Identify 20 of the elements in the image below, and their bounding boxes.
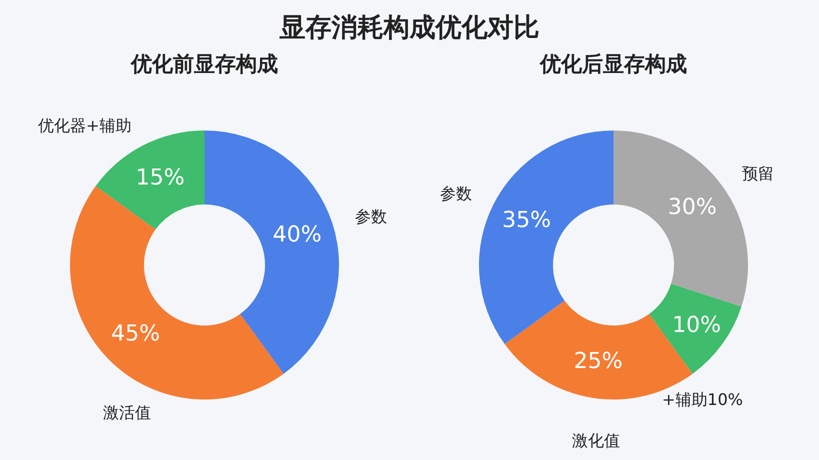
donut-slice xyxy=(479,130,614,344)
data-label: 30% xyxy=(668,195,717,220)
chart-subtitle: 优化前显存构成 xyxy=(130,52,278,76)
slice-label: 激活值 xyxy=(103,403,151,422)
chart-title: 显存消耗构成优化对比 xyxy=(278,12,540,45)
slice-label: 激化值 xyxy=(572,431,620,450)
data-label: 35% xyxy=(502,208,552,234)
data-label: 40% xyxy=(272,222,322,248)
slice-label: 参数 xyxy=(355,207,387,226)
data-label: 25% xyxy=(574,348,623,374)
slice-label: 预留 xyxy=(742,164,774,183)
data-label: 45% xyxy=(111,321,160,346)
donut-slice xyxy=(204,130,339,374)
chart-title: 优化后显存构成 xyxy=(539,52,687,76)
slice-label: 优化器+辅助 xyxy=(38,116,132,135)
data-label: 15% xyxy=(136,166,185,191)
donut-slice xyxy=(649,284,742,374)
slice-label: 参数 xyxy=(440,184,472,203)
slice-label: +辅助10% xyxy=(662,390,743,409)
data-label: 10% xyxy=(672,312,722,338)
